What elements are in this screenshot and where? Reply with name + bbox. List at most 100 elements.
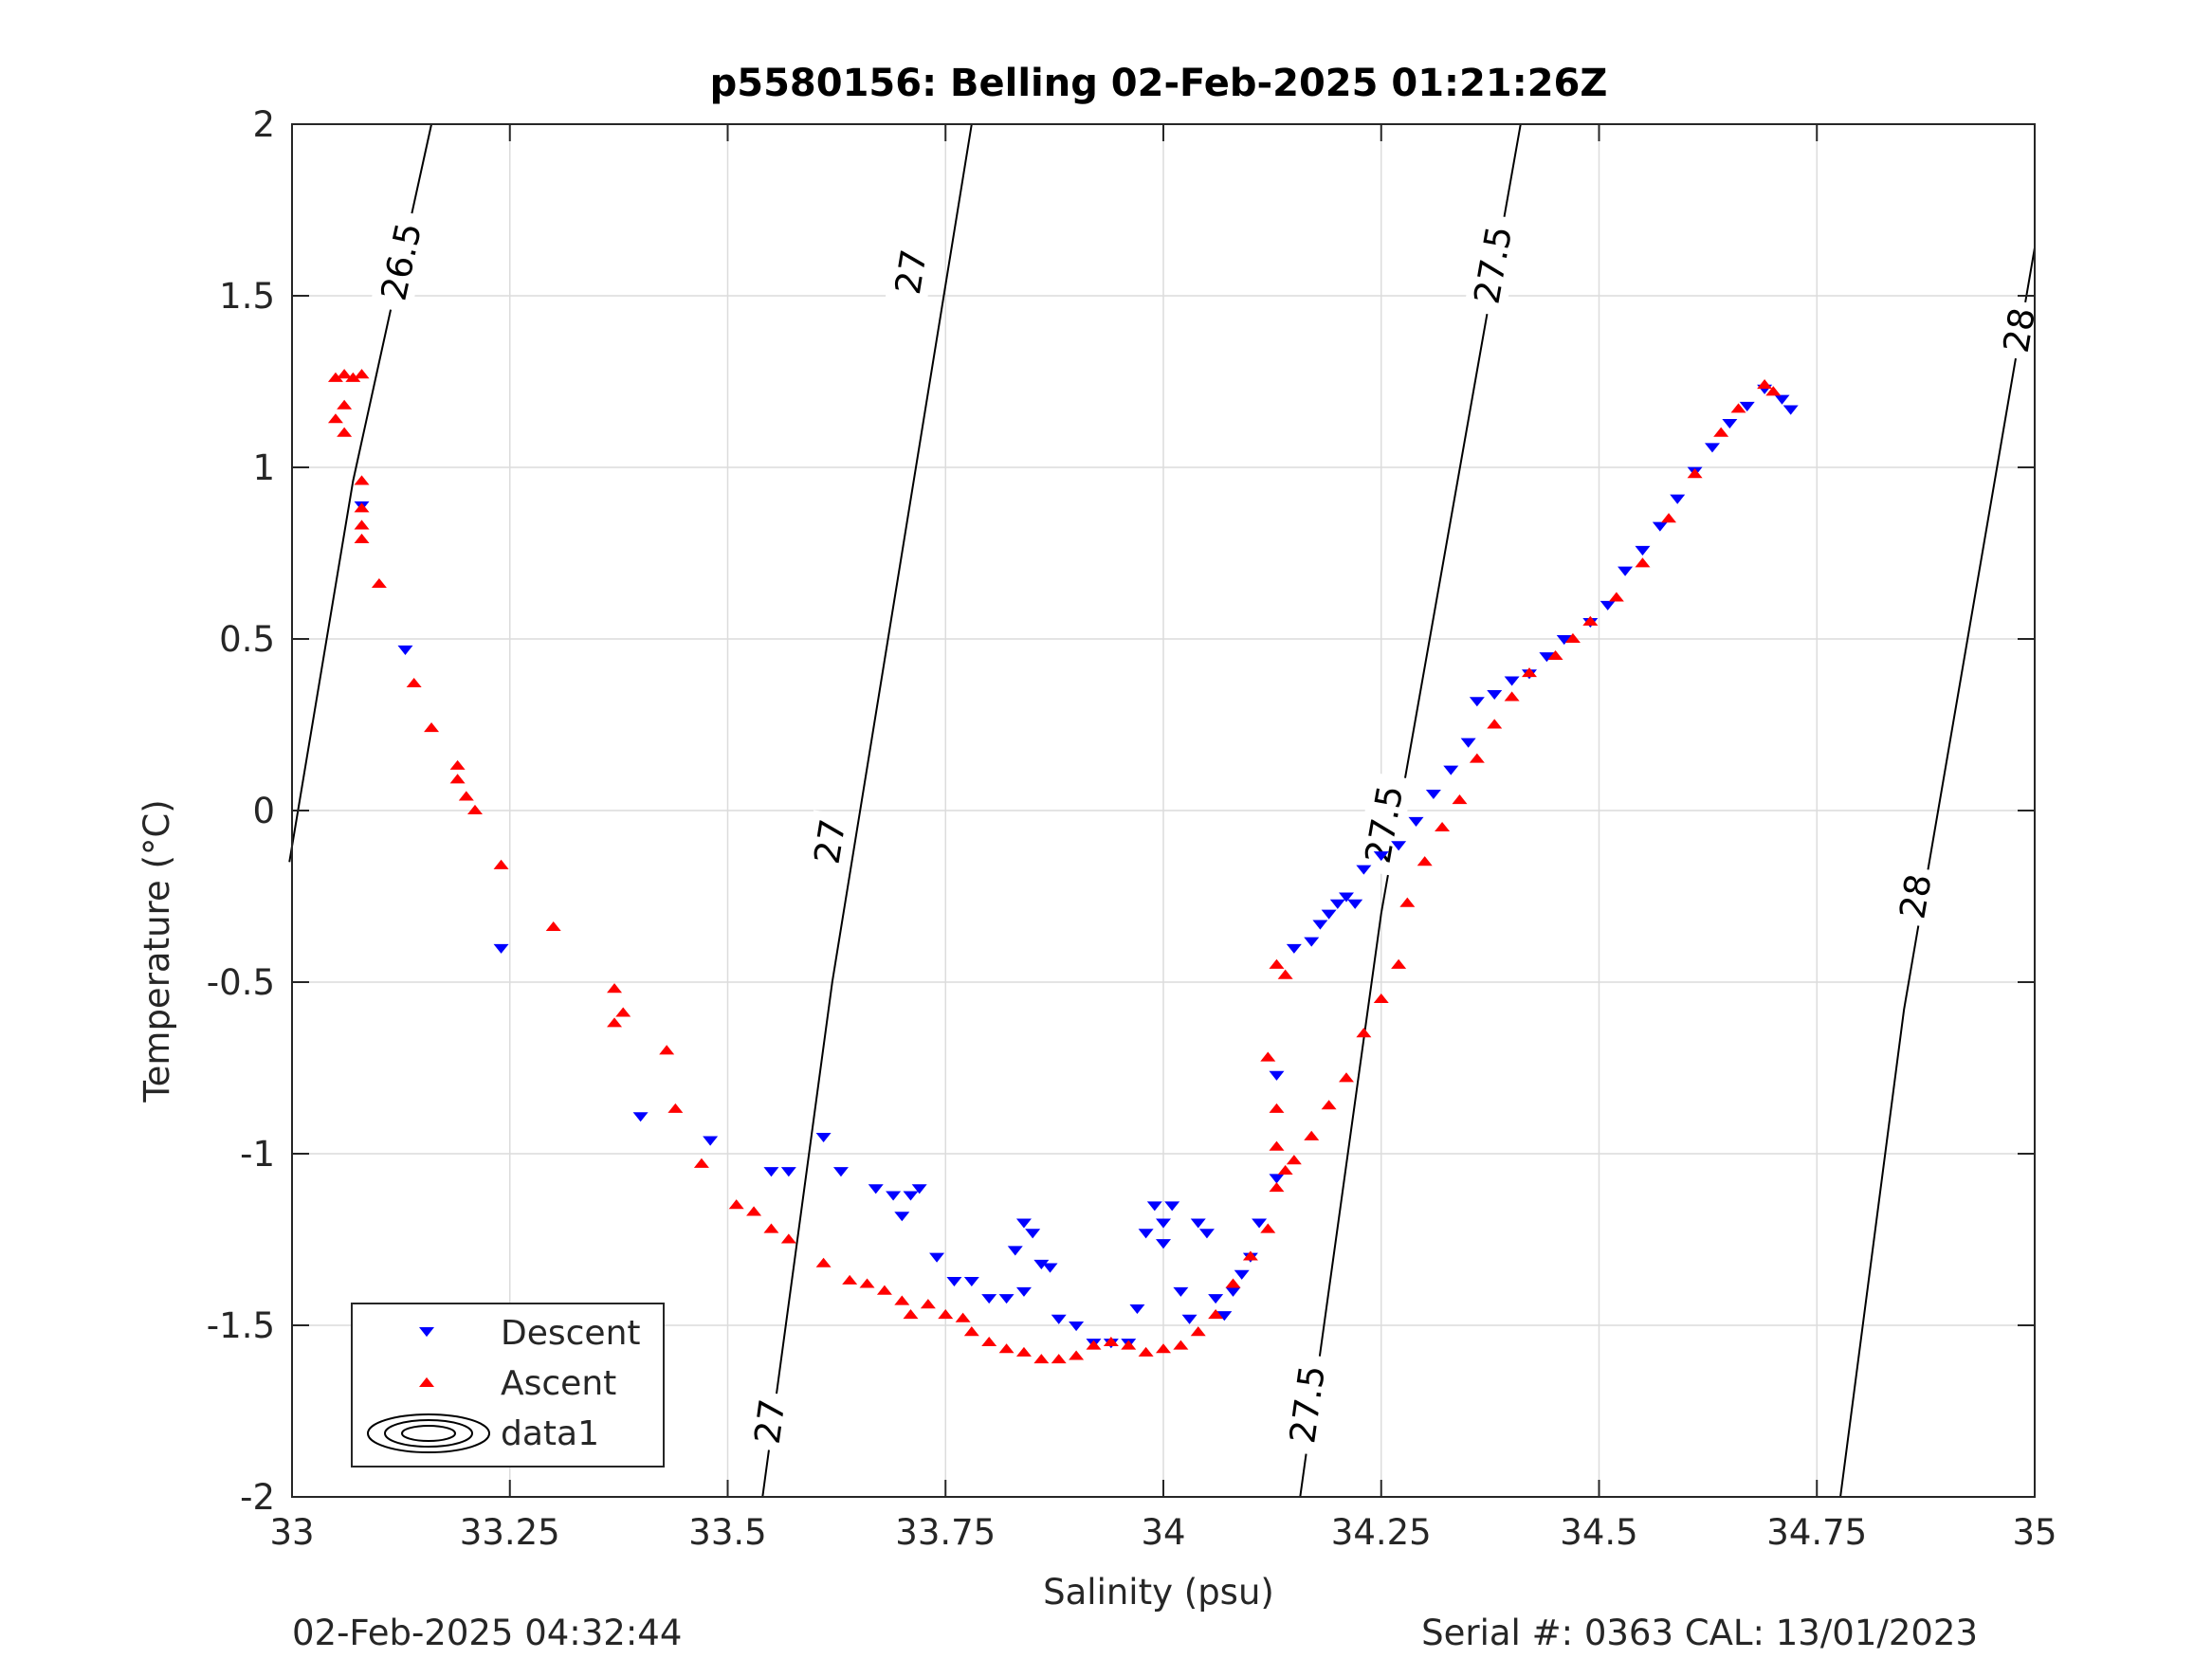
ascent-marker (1260, 1223, 1276, 1233)
ascent-marker (1190, 1326, 1206, 1337)
ascent-marker (406, 677, 422, 688)
x-axis-label: Salinity (psu) (1043, 1572, 1274, 1613)
contour-label: 27 (807, 816, 854, 866)
ascent-marker (1504, 691, 1520, 702)
x-tick-label: 34.25 (1331, 1512, 1432, 1553)
ascent-marker (1286, 1155, 1302, 1165)
contour-label-bg (1890, 865, 1941, 928)
ascent-marker (345, 372, 361, 382)
ascent-marker (920, 1299, 936, 1309)
footer-timestamp: 02-Feb-2025 04:32:44 (292, 1613, 682, 1653)
ascent-marker (337, 399, 353, 410)
y-axis-ticks: -2 -1.5 -1 -0.5 0 0.5 1 1.5 2 (207, 104, 2035, 1518)
descent-marker (1033, 1259, 1050, 1269)
contour-label-bg (1279, 1352, 1335, 1456)
x-tick-label: 33.75 (895, 1512, 996, 1553)
ascent-marker (1156, 1343, 1171, 1354)
ascent-marker (1103, 1336, 1119, 1347)
ascent-marker (1321, 1100, 1337, 1110)
descent-marker (397, 645, 413, 655)
descent-marker (981, 1294, 997, 1304)
descent-marker (903, 1191, 919, 1201)
y-tick-label: -1.5 (207, 1305, 275, 1346)
ascent-marker (449, 774, 466, 784)
descent-marker (1234, 1269, 1250, 1280)
y-tick-label: 1 (252, 447, 275, 488)
descent-marker (1252, 1218, 1268, 1229)
descent-marker (1069, 1322, 1085, 1332)
footer-serial-cal: Serial #: 0363 CAL: 13/01/2023 (1421, 1613, 1978, 1653)
contour-label: 28 (1996, 304, 2043, 356)
ascent-marker (998, 1343, 1015, 1354)
legend-marker-ascent (419, 1376, 434, 1387)
x-tick-label: 34.75 (1766, 1512, 1867, 1553)
ascent-marker (981, 1336, 997, 1347)
ascent-marker (659, 1045, 675, 1055)
ascent-marker (1730, 403, 1746, 413)
descent-marker (1015, 1218, 1032, 1229)
chart-title: p5580156: Belling 02-Feb-2025 01:21:26Z (710, 62, 1608, 105)
descent-marker (1269, 1070, 1285, 1081)
contour-label: 27 (887, 246, 935, 297)
y-axis-label: Temperature (°C) (137, 799, 177, 1103)
descent-marker (1051, 1314, 1067, 1324)
ascent-marker (1173, 1340, 1189, 1350)
ascent-marker (1225, 1278, 1241, 1288)
y-tick-label: 1.5 (219, 276, 275, 317)
legend-label-ascent: Ascent (501, 1364, 616, 1403)
descent-marker (1460, 738, 1476, 748)
ascent-marker (1713, 427, 1729, 437)
x-tick-label: 33.25 (460, 1512, 560, 1553)
legend-label-data1: data1 (501, 1414, 599, 1453)
ascent-marker (938, 1309, 954, 1320)
descent-marker (1304, 937, 1320, 947)
ascent-marker (1269, 1140, 1285, 1151)
legend: Descent Ascent data1 (351, 1303, 665, 1468)
ascent-marker (1069, 1350, 1085, 1360)
ascent-marker (894, 1295, 910, 1305)
legend-markers (367, 1327, 490, 1453)
ascent-marker (763, 1223, 779, 1233)
ascent-marker (1269, 1103, 1285, 1113)
descent-marker (1312, 920, 1328, 930)
descent-marker (1373, 851, 1389, 862)
ascent-marker (963, 1326, 979, 1337)
x-axis-ticks: 33 33.25 33.5 33.75 34 34.25 34.5 34.75 35 (269, 124, 2057, 1553)
descent-marker (1670, 494, 1686, 504)
ascent-marker (1399, 897, 1416, 907)
x-tick-label: 35 (2012, 1512, 2057, 1553)
y-tick-label: -1 (240, 1134, 275, 1175)
ascent-marker (1521, 667, 1537, 678)
ascent-marker (1208, 1309, 1224, 1320)
ascent-marker (1269, 958, 1285, 969)
ascent-marker (337, 427, 353, 437)
ascent-marker (1138, 1346, 1154, 1357)
descent-marker (1556, 635, 1572, 646)
ascent-marker (1121, 1340, 1137, 1350)
descent-marker (1652, 521, 1668, 532)
descent-marker (1181, 1314, 1197, 1324)
ascent-marker (1242, 1250, 1258, 1261)
descent-marker (1216, 1311, 1233, 1322)
descent-marker (1782, 405, 1799, 415)
ascent-marker (955, 1312, 971, 1322)
ascent-marker (545, 921, 561, 932)
series-ascent (327, 369, 1782, 1364)
descent-marker (1156, 1218, 1171, 1229)
ascent-marker (1469, 753, 1485, 763)
descent-marker (1504, 676, 1520, 686)
descent-marker (886, 1191, 902, 1201)
contour-label-bg (1993, 298, 2045, 362)
ascent-marker (327, 372, 343, 382)
descent-marker (1225, 1286, 1241, 1297)
descent-marker (946, 1276, 962, 1287)
ascent-marker (1417, 856, 1433, 866)
descent-marker (1487, 689, 1503, 701)
ascent-marker (1757, 379, 1773, 390)
descent-marker (1146, 1201, 1162, 1212)
ascent-marker (693, 1158, 709, 1168)
descent-marker (763, 1167, 779, 1177)
x-tick-label: 33.5 (688, 1512, 766, 1553)
ascent-marker (607, 1017, 623, 1028)
